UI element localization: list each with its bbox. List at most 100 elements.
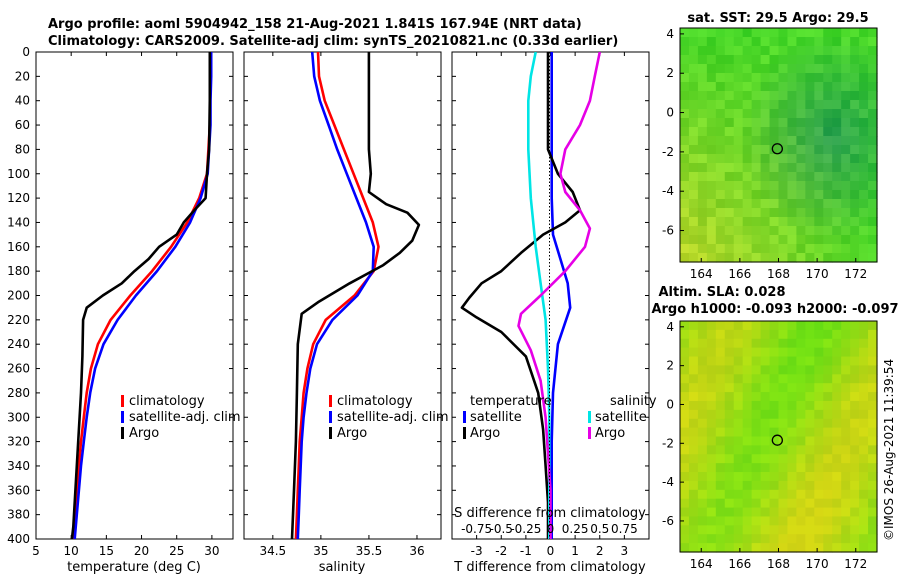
map-cell	[841, 525, 851, 535]
map-cell	[814, 91, 824, 101]
map-cell	[814, 480, 824, 491]
map-cell	[751, 338, 762, 349]
map-cell	[814, 217, 824, 227]
temperature-legend: climatology satellite-adj. clim Argo	[121, 394, 241, 441]
map-cell	[814, 418, 824, 429]
map-cell	[742, 199, 753, 209]
map-cell	[805, 226, 815, 236]
map-cell	[832, 37, 842, 47]
map-cell	[688, 154, 699, 164]
map-cell	[850, 454, 860, 464]
map-cell	[805, 365, 815, 375]
map-cell	[724, 427, 735, 438]
map-cell	[742, 454, 753, 464]
map-cell	[841, 136, 851, 146]
map-cell	[868, 374, 878, 384]
map-cell	[688, 172, 699, 182]
map-cell	[832, 136, 842, 146]
map-cell	[680, 82, 690, 92]
map-cell	[724, 163, 735, 173]
map-cell	[841, 463, 851, 473]
map-cell	[823, 543, 833, 553]
map-cell	[724, 64, 735, 74]
map-cell	[760, 507, 771, 518]
map-cell	[733, 356, 744, 367]
map-cell	[760, 463, 771, 473]
map-cell	[680, 217, 690, 227]
map-cell	[859, 199, 869, 209]
map-cell	[742, 235, 753, 245]
map-cell	[742, 145, 753, 155]
map-cell	[680, 543, 690, 553]
map-cell	[796, 253, 806, 263]
s-difference-tick-label: 0.75	[611, 522, 638, 536]
map-cell	[760, 244, 771, 254]
map-cell	[814, 46, 824, 56]
map-cell	[823, 418, 833, 429]
map-cell	[715, 46, 726, 56]
map-cell	[832, 543, 842, 553]
map-cell	[778, 226, 789, 236]
map-cell	[850, 534, 860, 544]
map-cell	[724, 472, 735, 482]
map-cell	[751, 454, 762, 464]
map-cell	[850, 480, 860, 491]
map-cell	[688, 489, 699, 500]
map-cell	[680, 463, 690, 473]
map-cell	[778, 199, 789, 209]
map-cell	[751, 418, 762, 429]
map-cell	[769, 409, 780, 420]
map-cell	[778, 454, 789, 464]
map-cell	[769, 208, 780, 218]
map-cell	[796, 374, 806, 384]
map-cell	[778, 480, 789, 491]
map-cell	[706, 217, 717, 227]
map-cell	[688, 136, 699, 146]
map-cell	[715, 235, 726, 245]
sst-map-field	[680, 28, 878, 263]
map-cell	[787, 427, 797, 438]
map-cell	[688, 383, 699, 393]
map-cell	[778, 154, 789, 164]
map-cell	[760, 392, 771, 402]
map-cell	[715, 480, 726, 491]
map-cell	[742, 445, 753, 455]
map-cell	[787, 418, 797, 429]
salinity-xtick-label: 35.5	[356, 544, 383, 558]
map-cell	[769, 516, 780, 526]
map-cell	[760, 55, 771, 65]
map-cell	[841, 118, 851, 128]
map-cell	[742, 356, 753, 367]
map-cell	[850, 498, 860, 509]
map-cell	[742, 392, 753, 402]
map-cell	[751, 217, 762, 227]
map-cell	[680, 154, 690, 164]
map-cell	[859, 436, 869, 446]
map-cell	[760, 118, 771, 128]
map-cell	[787, 383, 797, 393]
map-cell	[706, 347, 717, 358]
map-cell	[706, 82, 717, 92]
map-cell	[832, 338, 842, 349]
map-cell	[680, 73, 690, 83]
map-cell	[805, 46, 815, 56]
map-cell	[832, 445, 842, 455]
map-cell	[742, 418, 753, 429]
map-cell	[715, 217, 726, 227]
map-cell	[832, 55, 842, 65]
map-cell	[841, 445, 851, 455]
map-cell	[760, 217, 771, 227]
map-cell	[697, 217, 708, 227]
map-cell	[796, 46, 806, 56]
tick-layer: 5 10 15 20 25 3002040608010012014016018020022…	[7, 45, 649, 558]
map-cell	[814, 73, 824, 83]
map-cell	[841, 172, 851, 182]
map-cell	[868, 525, 878, 535]
legend-swatch-s-satellite	[588, 411, 591, 423]
map-cell	[715, 208, 726, 218]
map-cell	[850, 409, 860, 420]
map-cell	[823, 226, 833, 236]
map-cell	[787, 181, 797, 191]
map-cell	[733, 525, 744, 535]
map-cell	[688, 208, 699, 218]
